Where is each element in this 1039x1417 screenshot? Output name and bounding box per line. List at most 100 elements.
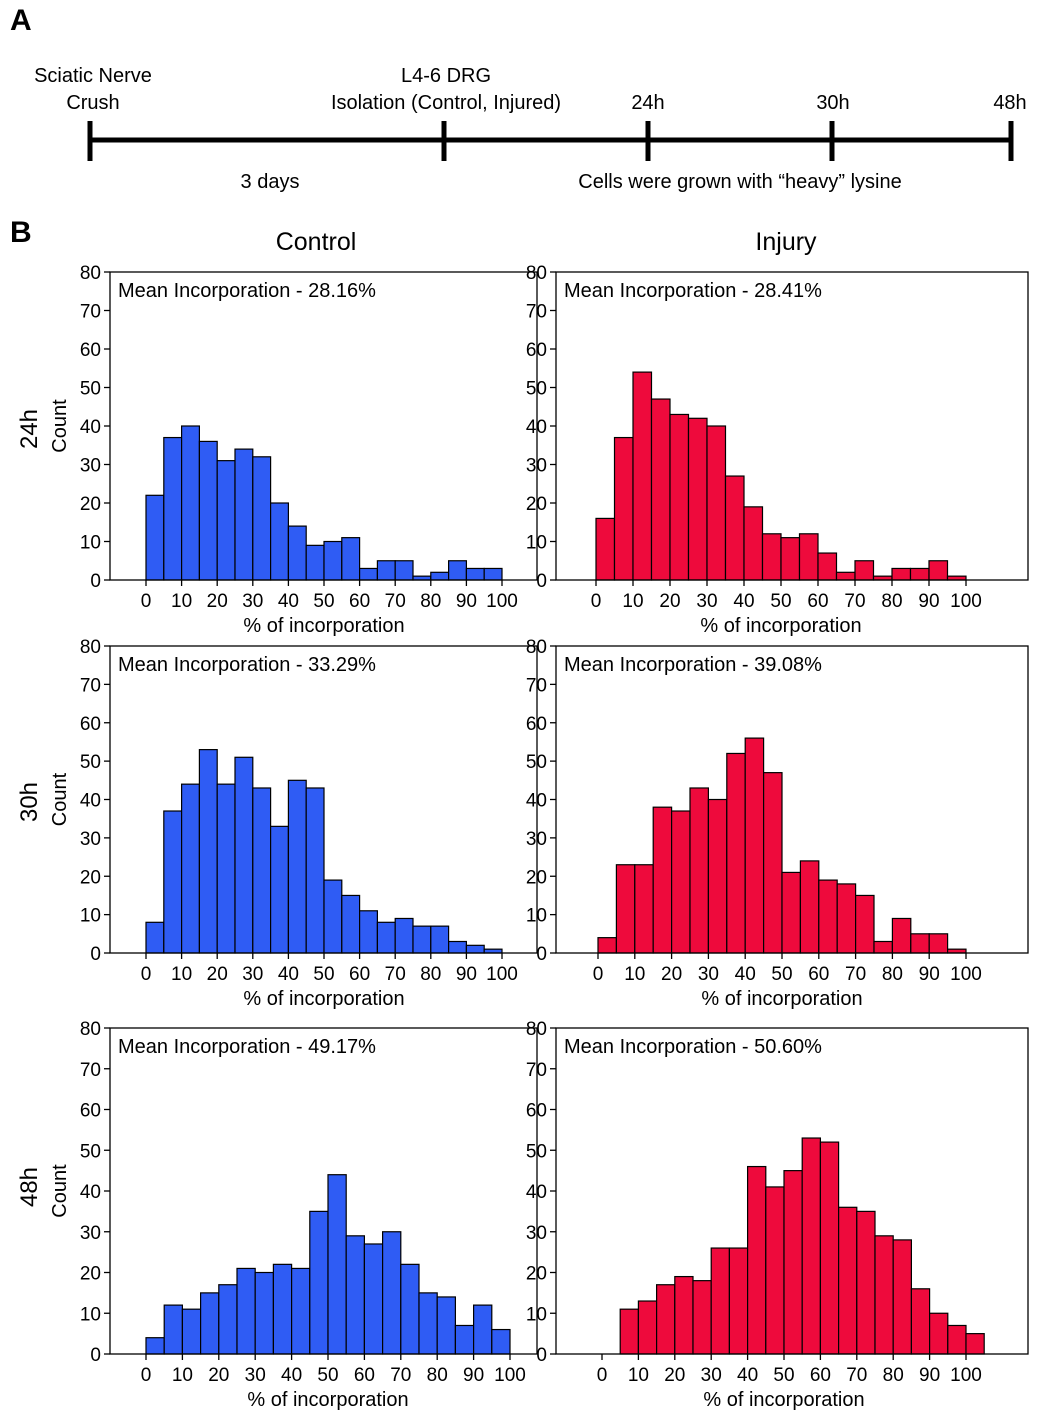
histogram-bar <box>706 425 727 581</box>
x-tick-label: 70 <box>390 1365 411 1386</box>
histogram-bar <box>198 440 218 581</box>
histogram-bar <box>835 571 856 581</box>
x-tick-label: 20 <box>661 964 682 985</box>
histogram-bar <box>252 456 272 581</box>
histogram-bar <box>854 560 875 581</box>
histogram-bar <box>947 1324 967 1355</box>
x-tick-label: 30 <box>696 591 717 612</box>
y-tick-label: 30 <box>80 456 101 477</box>
histogram-bar <box>892 1239 913 1355</box>
y-tick-label: 20 <box>526 1264 547 1285</box>
histogram-bar <box>928 560 949 581</box>
histogram-bar <box>744 737 765 954</box>
histogram-bar <box>615 864 636 954</box>
histogram-bar <box>345 1235 366 1355</box>
histogram-bar <box>200 1292 220 1355</box>
y-tick-label: 10 <box>526 906 547 927</box>
y-tick-label: 50 <box>526 752 547 773</box>
y-tick-label: 40 <box>80 417 101 438</box>
x-axis-label: % of incorporation <box>247 1389 408 1411</box>
y-tick-label: 40 <box>526 1182 547 1203</box>
histogram-bar <box>309 1210 329 1355</box>
x-tick-label: 60 <box>349 964 370 985</box>
x-tick-label: 80 <box>420 591 441 612</box>
timeline-label-crush-line2: Crush <box>66 92 120 114</box>
histogram-bar <box>216 460 236 581</box>
y-tick-label: 80 <box>80 1019 101 1040</box>
histogram-bar <box>781 871 801 954</box>
y-tick-label: 40 <box>80 1182 101 1203</box>
histogram-bar <box>291 1267 311 1355</box>
histogram-bar <box>655 1284 676 1355</box>
x-axis-label: % of incorporation <box>243 615 404 637</box>
histogram-bar <box>181 1308 202 1355</box>
histogram-bar <box>234 756 254 954</box>
x-tick-label: 30 <box>701 1365 722 1386</box>
x-tick-label: 10 <box>624 964 645 985</box>
histogram-bar <box>836 883 857 954</box>
y-tick-label: 30 <box>526 1223 547 1244</box>
y-axis-label: Count <box>49 772 71 826</box>
x-axis-label: % of incorporation <box>700 615 861 637</box>
mean-incorporation-annotation: Mean Incorporation - 50.60% <box>564 1036 822 1058</box>
y-tick-label: 40 <box>526 417 547 438</box>
histogram-bar <box>689 787 709 954</box>
y-tick-label: 30 <box>526 829 547 850</box>
histogram-bar <box>473 1304 493 1355</box>
histogram-bar <box>818 879 838 954</box>
x-tick-label: 90 <box>919 964 940 985</box>
histogram-bar <box>619 1308 640 1355</box>
timeline-heavy-lysine-label: Cells were grown with “heavy” lysine <box>578 171 902 193</box>
histogram-bar <box>910 1288 931 1355</box>
timeline <box>87 121 1014 161</box>
histogram-control-48h: 0 10 20 30 40 50 60 70 80 0 10 20 30 40 50 60 70 80 90 100%… <box>49 1019 538 1411</box>
histogram-bar <box>430 925 450 954</box>
histogram-bar <box>270 502 290 581</box>
x-tick-label: 100 <box>950 591 982 612</box>
histogram-bar <box>323 540 343 581</box>
histogram-bar <box>873 940 893 954</box>
histogram-bar <box>236 1267 256 1355</box>
x-tick-label: 10 <box>171 964 192 985</box>
x-tick-label: 10 <box>628 1365 649 1386</box>
histogram-bar <box>341 894 361 954</box>
timeline-label-crush-line1: Sciatic Nerve <box>34 65 152 87</box>
histogram-bar <box>928 1312 949 1355</box>
histogram-bar <box>765 1186 785 1355</box>
histogram-bar <box>305 544 325 581</box>
y-tick-label: 80 <box>80 263 101 284</box>
histogram-bar <box>394 560 414 581</box>
histogram-bar <box>910 933 930 954</box>
x-axis-label: % of incorporation <box>701 988 862 1010</box>
y-tick-label: 0 <box>536 1345 547 1366</box>
x-tick-label: 70 <box>846 1365 867 1386</box>
histogram-bar <box>483 567 503 581</box>
y-tick-label: 30 <box>80 1223 101 1244</box>
y-tick-label: 10 <box>80 1304 101 1325</box>
y-tick-label: 60 <box>80 340 101 361</box>
histogram-bar <box>448 560 468 581</box>
mean-incorporation-annotation: Mean Incorporation - 28.16% <box>118 280 376 302</box>
histogram-bar <box>726 752 746 954</box>
timeline-label-48h: 48h <box>993 92 1027 114</box>
histogram-bar <box>692 1280 712 1355</box>
y-tick-label: 0 <box>536 944 547 965</box>
histogram-bar <box>198 749 218 954</box>
x-tick-label: 90 <box>456 964 477 985</box>
histogram-bar <box>252 787 272 954</box>
histogram-bar <box>724 475 745 581</box>
x-tick-label: 70 <box>385 964 406 985</box>
histogram-bar <box>218 1284 238 1355</box>
timeline-label-isolation-line2: Isolation (Control, Injured) <box>330 92 562 114</box>
y-tick-label: 80 <box>526 263 547 284</box>
x-tick-label: 100 <box>950 964 982 985</box>
histogram-bar <box>728 1247 749 1355</box>
mean-incorporation-annotation: Mean Incorporation - 33.29% <box>118 654 376 676</box>
histogram-bar <box>652 806 673 954</box>
y-tick-label: 50 <box>526 1141 547 1162</box>
histogram-bar <box>819 1141 840 1355</box>
histogram-bar <box>359 910 379 954</box>
y-tick-label: 50 <box>80 379 101 400</box>
x-tick-label: 20 <box>659 591 680 612</box>
